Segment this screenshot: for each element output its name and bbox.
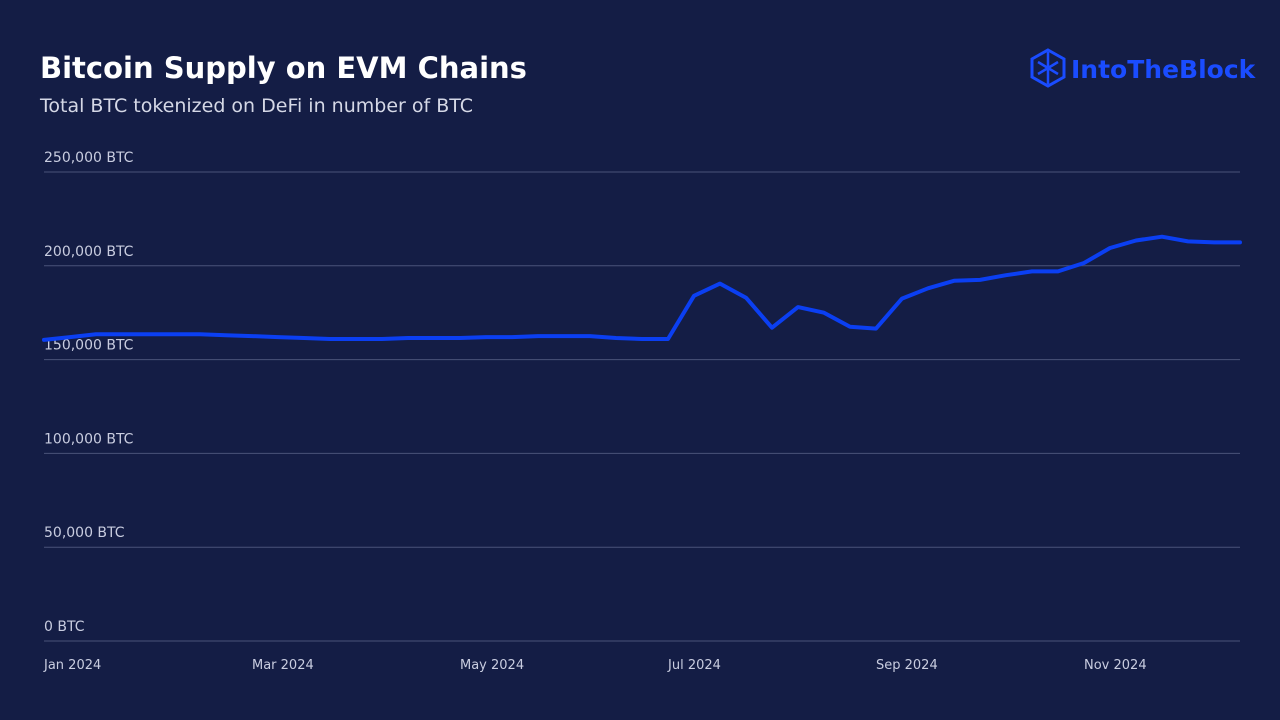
logo-icon-lines: [1037, 52, 1059, 84]
chart-subtitle: Total BTC tokenized on DeFi in number of…: [39, 95, 473, 117]
data-line: [42, 234, 1242, 342]
y-tick-label: 250,000 BTC: [44, 150, 134, 166]
x-tick-label: Mar 2024: [252, 658, 314, 673]
y-tick-label: 100,000 BTC: [44, 431, 134, 447]
y-tick-label: 50,000 BTC: [44, 525, 125, 541]
chart-title: Bitcoin Supply on EVM Chains: [40, 51, 527, 85]
x-tick-label: May 2024: [460, 658, 524, 673]
y-tick-label: 0 BTC: [44, 619, 85, 635]
y-tick-label: 150,000 BTC: [44, 338, 134, 354]
plot-area: 0 BTC 50,000 BTC 100,000 BTC 150,000 BTC 200…: [42, 150, 1242, 673]
brand-name: IntoTheBlock: [1071, 55, 1257, 84]
logo-icon: [1030, 48, 1066, 88]
x-tick-label: Jul 2024: [667, 658, 721, 673]
brand-logo: IntoTheBlock: [1030, 48, 1257, 88]
x-tick-label: Sep 2024: [876, 658, 938, 673]
x-tick-label: Jan 2024: [43, 658, 101, 673]
y-tick-label: 200,000 BTC: [44, 244, 134, 260]
x-tick-label: Nov 2024: [1084, 658, 1147, 673]
